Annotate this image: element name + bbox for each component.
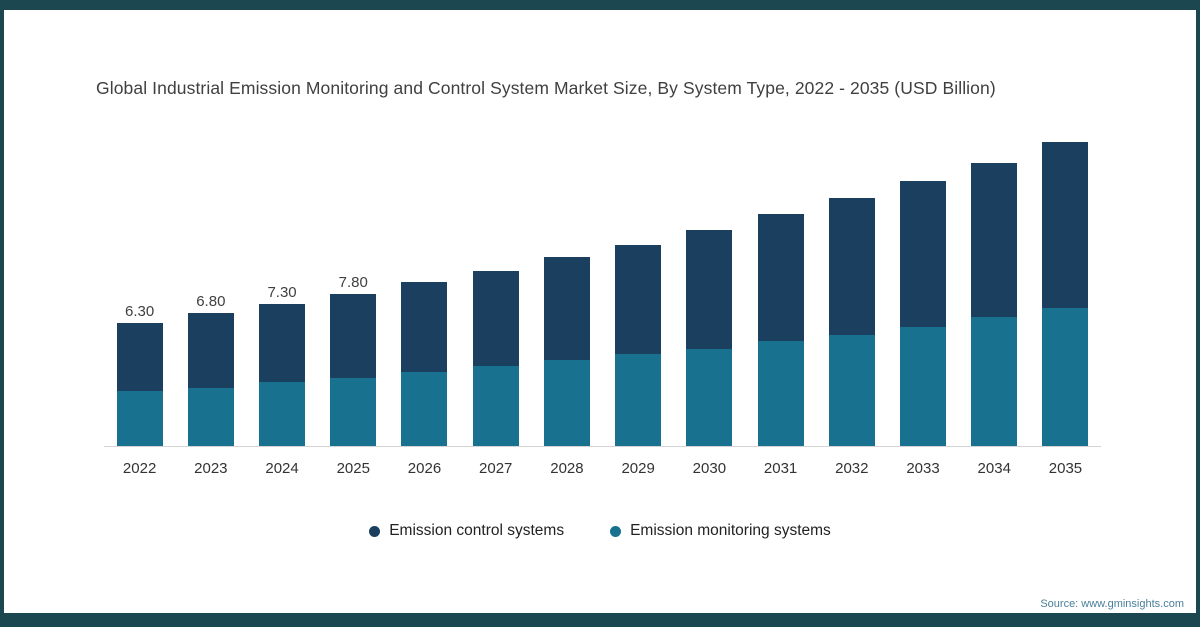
bar-segment-control bbox=[116, 323, 163, 392]
bar-value-label: 6.30 bbox=[125, 303, 155, 321]
chart-title: Global Industrial Emission Monitoring an… bbox=[96, 78, 996, 98]
bar-column bbox=[389, 282, 460, 446]
bar-column: 6.80 bbox=[175, 293, 246, 446]
bar-segment-control bbox=[543, 256, 590, 361]
x-tick-label: 2032 bbox=[835, 460, 869, 477]
bar-segment-monitoring bbox=[330, 377, 377, 446]
stacked-bar bbox=[900, 180, 947, 446]
plot-area: 6.30 6.80 7.30 7.80 bbox=[104, 128, 1101, 447]
source-attribution: Source: www.gminsights.com bbox=[1040, 598, 1184, 610]
stacked-bar bbox=[116, 323, 163, 446]
stacked-bar bbox=[472, 270, 519, 446]
bar-segment-control bbox=[259, 303, 306, 382]
bar-segment-control bbox=[401, 282, 448, 372]
x-axis: 2022 2023 2024 2025 2026 2027 2028 2029 2030 2031… bbox=[104, 447, 1101, 477]
stacked-bar bbox=[401, 282, 448, 446]
x-tick-label: 2025 bbox=[336, 460, 370, 477]
x-tick-label: 2034 bbox=[977, 460, 1011, 477]
bar-segment-monitoring bbox=[971, 317, 1018, 446]
bar-column bbox=[603, 245, 674, 446]
bar-segment-monitoring bbox=[900, 327, 947, 446]
chart-area: 6.30 6.80 7.30 7.80 2022 2023 2024 2025 2026 202… bbox=[104, 128, 1101, 477]
x-tick-label: 2023 bbox=[194, 460, 228, 477]
x-tick-label: 2028 bbox=[550, 460, 584, 477]
bar-segment-monitoring bbox=[757, 340, 804, 446]
bar-value-label: 7.30 bbox=[267, 283, 297, 301]
legend-item-monitoring: Emission monitoring systems bbox=[610, 522, 831, 540]
stacked-bar bbox=[828, 198, 875, 446]
bar-segment-control bbox=[187, 313, 234, 388]
legend-item-control: Emission control systems bbox=[369, 522, 564, 540]
bar-column: 6.30 bbox=[104, 303, 175, 446]
x-tick-label: 2033 bbox=[906, 460, 940, 477]
bar-segment-monitoring bbox=[187, 387, 234, 446]
bar-column bbox=[745, 213, 816, 446]
bar-value-label: 6.80 bbox=[196, 293, 226, 311]
x-tick-label: 2030 bbox=[692, 460, 727, 477]
bar-segment-monitoring bbox=[543, 360, 590, 446]
stacked-bar bbox=[757, 213, 804, 446]
bar-segment-control bbox=[615, 245, 662, 355]
bar-segment-control bbox=[900, 180, 947, 328]
stacked-bar bbox=[1042, 141, 1089, 446]
bar-segment-control bbox=[757, 213, 804, 341]
bar-segment-control bbox=[828, 198, 875, 335]
bar-column bbox=[887, 180, 958, 446]
bar-column: 7.80 bbox=[318, 274, 389, 446]
stacked-bar bbox=[971, 163, 1018, 446]
bar-value-label: 7.80 bbox=[338, 273, 368, 291]
x-tick-label: 2024 bbox=[265, 460, 299, 477]
stacked-bar bbox=[686, 229, 733, 446]
x-tick-label: 2022 bbox=[122, 460, 157, 477]
bar-column bbox=[816, 198, 887, 446]
bar-segment-control bbox=[971, 163, 1018, 318]
bar-column bbox=[460, 270, 531, 446]
bar-segment-monitoring bbox=[401, 371, 448, 446]
bar-segment-monitoring bbox=[1042, 307, 1089, 446]
bar-segment-monitoring bbox=[259, 381, 306, 446]
bar-column bbox=[531, 256, 602, 446]
bar-segment-control bbox=[472, 270, 519, 367]
x-tick-label: 2027 bbox=[479, 460, 513, 477]
chart-canvas: Global Industrial Emission Monitoring an… bbox=[4, 10, 1196, 613]
stacked-bar bbox=[187, 313, 234, 446]
stacked-bar bbox=[259, 303, 306, 446]
bar-column bbox=[674, 229, 745, 446]
bar-segment-monitoring bbox=[615, 354, 662, 446]
bar-column: 7.30 bbox=[246, 284, 317, 446]
legend-dot-control-icon bbox=[369, 525, 381, 537]
bar-column bbox=[959, 163, 1030, 446]
bar-segment-monitoring bbox=[828, 334, 875, 446]
bar-segment-control bbox=[686, 229, 733, 349]
legend: Emission control systems Emission monito… bbox=[4, 522, 1196, 540]
legend-label-monitoring: Emission monitoring systems bbox=[630, 522, 831, 539]
stacked-bar bbox=[543, 256, 590, 446]
bar-segment-monitoring bbox=[472, 366, 519, 446]
stacked-bar bbox=[615, 245, 662, 446]
bar-segment-monitoring bbox=[686, 348, 733, 446]
bar-segment-control bbox=[330, 293, 377, 378]
x-tick-label: 2029 bbox=[621, 460, 655, 477]
x-tick-label: 2026 bbox=[407, 460, 442, 477]
x-tick-label: 2035 bbox=[1048, 460, 1083, 477]
bar-column bbox=[1030, 141, 1101, 446]
stacked-bar bbox=[330, 293, 377, 446]
bar-segment-control bbox=[1042, 141, 1089, 308]
x-tick-label: 2031 bbox=[763, 460, 798, 477]
bar-segment-monitoring bbox=[116, 391, 163, 446]
legend-dot-monitoring-icon bbox=[610, 525, 622, 537]
legend-label-control: Emission control systems bbox=[389, 522, 565, 539]
